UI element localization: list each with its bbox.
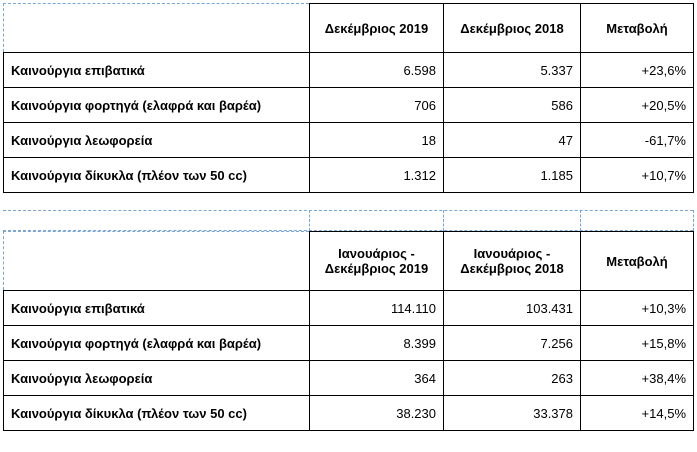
- value-cell: 114.110: [309, 290, 444, 326]
- gridline: [309, 210, 310, 231]
- header-cell: Μεταβολή: [580, 3, 694, 53]
- value-cell: 47: [443, 122, 581, 158]
- value-cell: 33.378: [443, 395, 581, 431]
- value-cell: 263: [443, 360, 581, 396]
- header-cell: Μεταβολή: [580, 231, 694, 291]
- value-cell: 103.431: [443, 290, 581, 326]
- value-cell: 586: [443, 87, 581, 123]
- table-row: Καινούργια λεωφορεία 18 47 -61,7%: [3, 122, 694, 158]
- table-row: Καινούργια δίκυκλα (πλέον των 50 cc) 1.3…: [3, 157, 694, 193]
- value-cell: 7.256: [443, 325, 581, 361]
- table-separator: [3, 210, 693, 231]
- gridline: [443, 210, 444, 231]
- row-label: Καινούργια δίκυκλα (πλέον των 50 cc): [3, 395, 310, 431]
- table-december: Δεκέμβριος 2019 Δεκέμβριος 2018 Μεταβολή…: [3, 3, 694, 193]
- change-cell: -61,7%: [580, 122, 694, 158]
- value-cell: 1.312: [309, 157, 444, 193]
- value-cell: 1.185: [443, 157, 581, 193]
- change-cell: +20,5%: [580, 87, 694, 123]
- header-empty-cell: [3, 231, 310, 291]
- gridline: [693, 210, 694, 231]
- value-cell: 706: [309, 87, 444, 123]
- table-row: Καινούργια επιβατικά 6.598 5.337 +23,6%: [3, 52, 694, 88]
- table-row: Καινούργια δίκυκλα (πλέον των 50 cc) 38.…: [3, 395, 694, 431]
- change-cell: +15,8%: [580, 325, 694, 361]
- row-label: Καινούργια φορτηγά (ελαφρά και βαρέα): [3, 325, 310, 361]
- value-cell: 5.337: [443, 52, 581, 88]
- value-cell: 364: [309, 360, 444, 396]
- change-cell: +38,4%: [580, 360, 694, 396]
- table-row: Καινούργια φορτηγά (ελαφρά και βαρέα) 8.…: [3, 325, 694, 361]
- value-cell: 38.230: [309, 395, 444, 431]
- change-cell: +23,6%: [580, 52, 694, 88]
- row-label: Καινούργια δίκυκλα (πλέον των 50 cc): [3, 157, 310, 193]
- header-cell: Ιανουάριος - Δεκέμβριος 2019: [309, 231, 444, 291]
- header-row: Ιανουάριος - Δεκέμβριος 2019 Ιανουάριος …: [3, 231, 694, 291]
- header-cell: Ιανουάριος - Δεκέμβριος 2018: [443, 231, 581, 291]
- table-year: Ιανουάριος - Δεκέμβριος 2019 Ιανουάριος …: [3, 231, 694, 431]
- row-label: Καινούργια λεωφορεία: [3, 122, 310, 158]
- gridline: [580, 210, 581, 231]
- value-cell: 18: [309, 122, 444, 158]
- table-row: Καινούργια φορτηγά (ελαφρά και βαρέα) 70…: [3, 87, 694, 123]
- change-cell: +10,7%: [580, 157, 694, 193]
- table-row: Καινούργια επιβατικά 114.110 103.431 +10…: [3, 290, 694, 326]
- row-label: Καινούργια φορτηγά (ελαφρά και βαρέα): [3, 87, 310, 123]
- row-label: Καινούργια λεωφορεία: [3, 360, 310, 396]
- header-cell: Δεκέμβριος 2019: [309, 3, 444, 53]
- value-cell: 6.598: [309, 52, 444, 88]
- header-cell: Δεκέμβριος 2018: [443, 3, 581, 53]
- value-cell: 8.399: [309, 325, 444, 361]
- header-row: Δεκέμβριος 2019 Δεκέμβριος 2018 Μεταβολή: [3, 3, 694, 53]
- change-cell: +10,3%: [580, 290, 694, 326]
- change-cell: +14,5%: [580, 395, 694, 431]
- row-label: Καινούργια επιβατικά: [3, 52, 310, 88]
- header-empty-cell: [3, 3, 310, 53]
- table-row: Καινούργια λεωφορεία 364 263 +38,4%: [3, 360, 694, 396]
- row-label: Καινούργια επιβατικά: [3, 290, 310, 326]
